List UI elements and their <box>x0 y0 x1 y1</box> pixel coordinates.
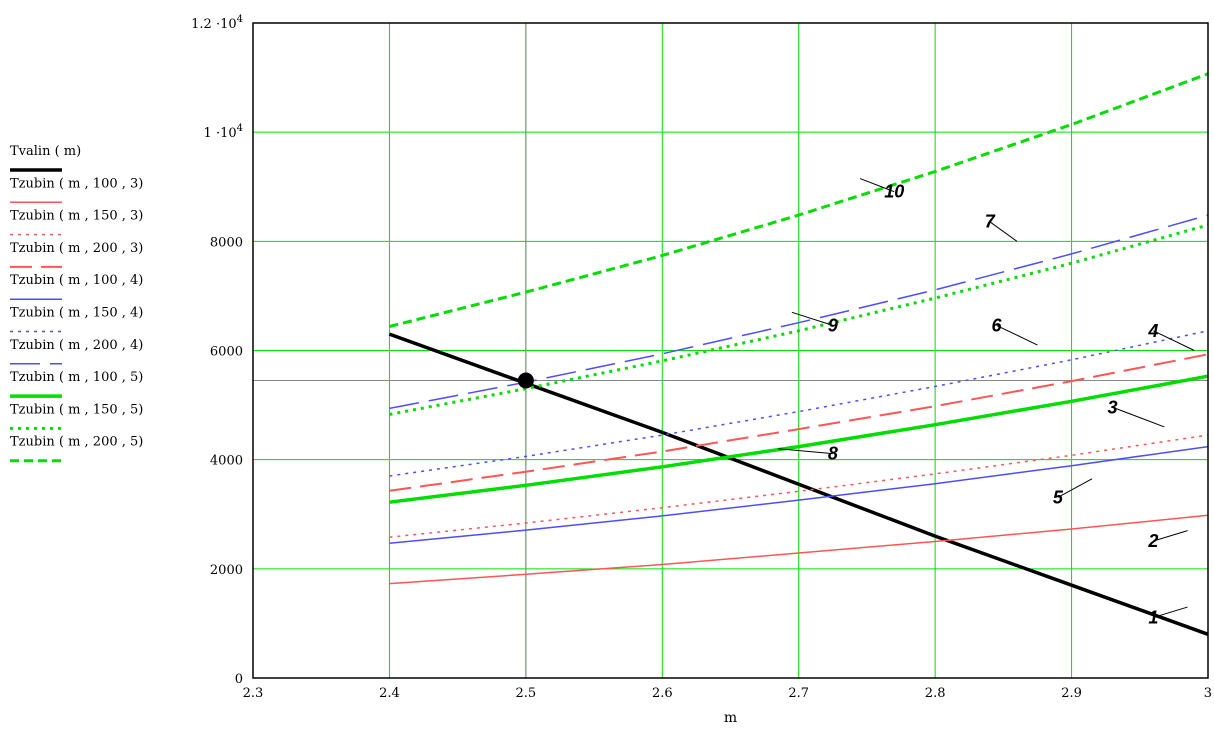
x-tick-label: 2.7 <box>788 686 809 701</box>
curve-label-9: 9 <box>828 315 838 335</box>
legend-label-7: Tzubin ( m , 200 , 4) <box>10 338 143 353</box>
curve-label-8: 8 <box>828 444 838 464</box>
x-tick-label: 2.5 <box>516 686 537 701</box>
x-tick-label: 2.3 <box>243 686 264 701</box>
legend-label-3: Tzubin ( m , 150 , 3) <box>10 209 143 224</box>
annotation-leader-6 <box>996 324 1038 346</box>
annotation-leader-1 <box>1153 606 1188 618</box>
series-line-9 <box>389 223 1209 416</box>
legend-label-8: Tzubin ( m , 100 , 5) <box>10 370 143 385</box>
curve-label-3: 3 <box>1107 397 1117 417</box>
legend-label-1: Tvalin ( m) <box>10 144 81 159</box>
y-tick-label: 2000 <box>210 563 243 578</box>
annotation-leader-4 <box>1153 330 1195 351</box>
x-axis-label: m <box>724 710 737 726</box>
series-line-5 <box>389 445 1209 544</box>
y-tick-label: 6000 <box>210 345 243 360</box>
grid <box>253 23 1208 678</box>
legend-label-5: Tzubin ( m , 100 , 4) <box>10 273 143 288</box>
series-line-2 <box>389 514 1209 585</box>
annotation-leader-2 <box>1153 530 1188 542</box>
x-tick-label: 2.9 <box>1061 686 1082 701</box>
tick-labels: 2.3 2.4 2.5 2.6 2.7 2.8 2.9 3 0 2000 4000 6000 8000 1… <box>191 14 1212 701</box>
plot-frame <box>252 22 1209 679</box>
series-line-10 <box>389 72 1209 328</box>
y-tick-label: 8000 <box>210 235 243 250</box>
annotation-leader-8 <box>778 448 833 455</box>
annotation-leader-7 <box>989 221 1018 242</box>
curve-label-10: 10 <box>884 182 904 202</box>
series-line-8 <box>389 374 1209 504</box>
plot-border <box>252 22 1209 679</box>
y-tick-label: 4000 <box>210 454 243 469</box>
annotation-leader-10 <box>859 178 895 193</box>
curve-annotations: 1 2 3 4 5 6 7 8 9 10 <box>778 178 1195 627</box>
curve-label-1: 1 <box>1148 607 1158 627</box>
curve-label-7: 7 <box>985 212 996 232</box>
series-line-4 <box>389 353 1209 492</box>
x-tick-label: 2.8 <box>925 686 946 701</box>
y-tick-label: 0 <box>235 672 243 687</box>
curve-label-6: 6 <box>992 315 1003 335</box>
legend-label-9: Tzubin ( m , 150 , 5) <box>10 402 143 417</box>
legend-label-6: Tzubin ( m , 150 , 4) <box>10 306 143 321</box>
intersection-marker <box>517 372 534 389</box>
legend-label-2: Tzubin ( m , 100 , 3) <box>10 176 143 191</box>
legend: Tvalin ( m) Tzubin ( m , 100 , 3) Tzubin (… <box>10 144 143 463</box>
series-line-3 <box>389 434 1209 538</box>
annotation-leader-3 <box>1112 406 1165 428</box>
annotation-leader-9 <box>791 311 833 326</box>
legend-label-4: Tzubin ( m , 200 , 3) <box>10 241 143 256</box>
x-tick-label: 2.6 <box>652 686 673 701</box>
series-line-6 <box>389 330 1209 477</box>
y-tick-label: 1 ·104 <box>204 123 243 141</box>
marker-group <box>517 372 534 389</box>
curve-label-5: 5 <box>1053 487 1064 507</box>
reference-lines <box>253 23 1208 678</box>
x-tick-label: 3 <box>1204 686 1212 701</box>
curve-label-2: 2 <box>1147 531 1158 551</box>
curve-label-4: 4 <box>1147 321 1158 341</box>
y-tick-label: 1.2 ·104 <box>191 14 243 32</box>
annotation-leader-5 <box>1057 478 1093 498</box>
legend-label-10: Tzubin ( m , 200 , 5) <box>10 435 143 450</box>
x-tick-label: 2.4 <box>379 686 400 701</box>
